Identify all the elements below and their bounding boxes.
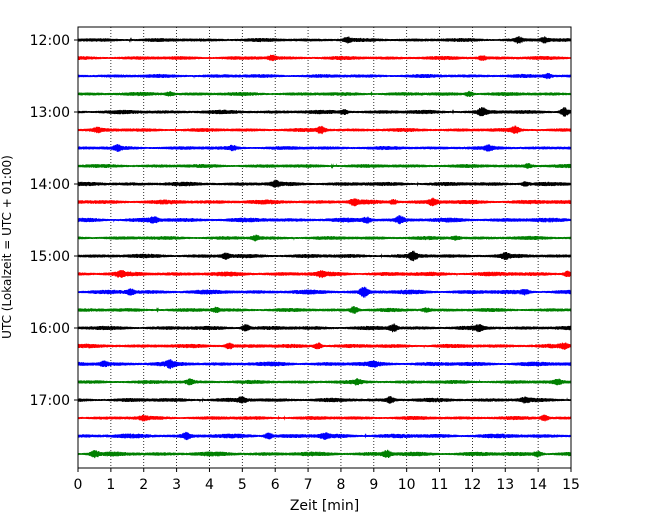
trace-1615: [77, 342, 572, 350]
trace-1715: [77, 414, 572, 422]
x-tick-label: 4: [205, 477, 214, 493]
x-tick-label: 13: [496, 477, 514, 493]
trace-1200: [77, 36, 572, 44]
trace-1315: [77, 125, 572, 135]
trace-1530: [77, 286, 572, 298]
y-tick-label: 12:00: [30, 33, 70, 49]
x-axis-ticks: 0 1 2 3 4 5 6 7 8 9 10 11 12 13 14 15: [74, 468, 580, 493]
trace-1745: [77, 449, 572, 459]
x-tick-label: 8: [336, 477, 345, 493]
trace-1600: [77, 323, 572, 333]
trace-1245: [77, 90, 572, 97]
x-tick-label: 9: [369, 477, 378, 493]
x-tick-label: 3: [172, 477, 181, 493]
x-tick-label: 15: [562, 477, 580, 493]
x-tick-label: 7: [304, 477, 313, 493]
trace-1430: [77, 215, 572, 225]
y-tick-label: 14:00: [30, 177, 70, 193]
x-tick-label: 2: [139, 477, 148, 493]
x-tick-label: 14: [529, 477, 547, 493]
x-tick-label: 5: [238, 477, 247, 493]
x-tick-label: 10: [398, 477, 416, 493]
x-axis-label: Zeit [min]: [290, 498, 359, 514]
trace-1415: [77, 197, 572, 207]
trace-1500: [77, 250, 572, 262]
trace-1630: [77, 359, 572, 370]
trace-1645: [77, 378, 572, 386]
y-axis-label: UTC (Lokalzeit = UTC + 01:00): [0, 155, 14, 339]
x-tick-label: 6: [271, 477, 280, 493]
trace-1400: [77, 179, 572, 188]
y-tick-label: 16:00: [30, 321, 70, 337]
trace-1445: [77, 234, 572, 242]
trace-group: [77, 36, 572, 459]
plot-frame: [77, 26, 572, 469]
trace-1230: [77, 72, 572, 80]
y-tick-label: 17:00: [30, 393, 70, 409]
y-tick-label: 13:00: [30, 105, 70, 121]
x-tick-label: 1: [106, 477, 115, 493]
trace-1730: [77, 431, 572, 441]
trace-1345: [77, 162, 572, 169]
trace-1700: [77, 396, 572, 404]
y-tick-label: 15:00: [30, 249, 70, 265]
x-tick-label: 0: [74, 477, 83, 493]
x-tick-label: 12: [463, 477, 481, 493]
trace-1515: [77, 270, 572, 279]
y-axis-ticks: 12:00 13:00 14:00 15:00 16:00 17:00: [30, 33, 78, 409]
trace-1300: [77, 107, 572, 117]
x-tick-label: 11: [431, 477, 449, 493]
trace-1330: [77, 144, 572, 152]
trace-1545: [77, 305, 572, 314]
trace-1215: [77, 54, 572, 62]
